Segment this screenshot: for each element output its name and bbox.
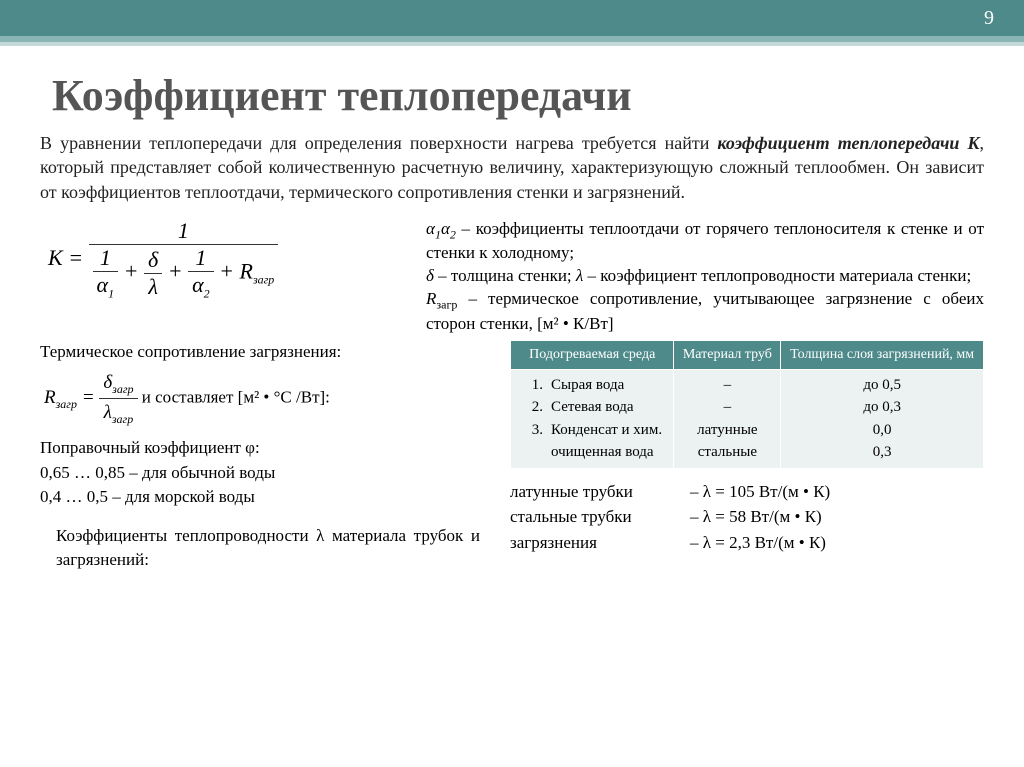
header-bar: 9 xyxy=(0,0,1024,36)
corr-line-1: 0,65 … 0,85 – для обычной воды xyxy=(40,461,490,486)
th-material: Материал труб xyxy=(674,340,781,369)
corr-line-2: 0,4 … 0,5 – для морской воды xyxy=(40,485,490,510)
lambda-values: латунные трубки– λ = 105 Вт/(м • К) стал… xyxy=(510,479,984,556)
page-number: 9 xyxy=(984,7,994,30)
table-row: 1.Сырая вода 2.Сетевая вода 3.Конденсат … xyxy=(511,369,984,468)
units-tail: и составляет [м² • °С /Вт]: xyxy=(142,387,330,406)
intro-emph: коэффициент теплопередачи K xyxy=(717,133,979,153)
sym-alpha: α1α2 xyxy=(426,219,456,238)
corr-title: Поправочный коэффициент φ: xyxy=(40,436,490,461)
right-column: Подогреваемая среда Материал труб Толщин… xyxy=(510,340,984,556)
r-formula: Rзагр = δзагр λзагр xyxy=(44,369,138,428)
legend: α1α2 – коэффициенты теплоотдачи от горяч… xyxy=(426,218,984,336)
th-media: Подогреваемая среда xyxy=(511,340,674,369)
content-area: В уравнении теплопередачи для определени… xyxy=(0,131,1024,573)
lambda-note: Коэффициенты теплопроводности λ материал… xyxy=(40,524,490,573)
intro-paragraph: В уравнении теплопередачи для определени… xyxy=(40,131,984,204)
th-thickness: Толщина слоя загрязнений, мм xyxy=(781,340,984,369)
contamination-table: Подогреваемая среда Материал труб Толщин… xyxy=(510,340,984,469)
therm-res-label: Термическое сопротивление загрязнения: xyxy=(40,340,490,365)
main-formula: K = 1 1α1 + δλ + 1α2 + Rзагр xyxy=(40,218,400,301)
formula-row: K = 1 1α1 + δλ + 1α2 + Rзагр α1α2 – коэф… xyxy=(40,218,984,336)
lower-row: Термическое сопротивление загрязнения: R… xyxy=(40,340,984,573)
slide-title: Коэффициент теплопередачи xyxy=(0,46,1024,131)
intro-pre: В уравнении теплопередачи для определени… xyxy=(40,133,717,153)
left-column: Термическое сопротивление загрязнения: R… xyxy=(40,340,490,573)
